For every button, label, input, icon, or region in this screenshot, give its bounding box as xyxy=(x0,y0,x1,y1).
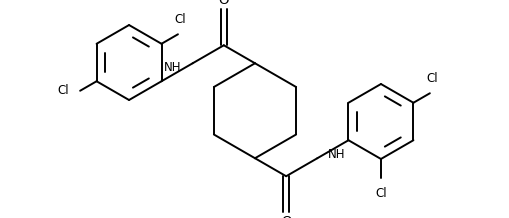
Text: Cl: Cl xyxy=(58,84,69,97)
Text: Cl: Cl xyxy=(426,72,437,85)
Text: O: O xyxy=(280,215,291,218)
Text: NH: NH xyxy=(164,61,181,74)
Text: O: O xyxy=(218,0,229,7)
Text: Cl: Cl xyxy=(375,187,386,200)
Text: NH: NH xyxy=(328,148,345,161)
Text: Cl: Cl xyxy=(174,13,186,26)
